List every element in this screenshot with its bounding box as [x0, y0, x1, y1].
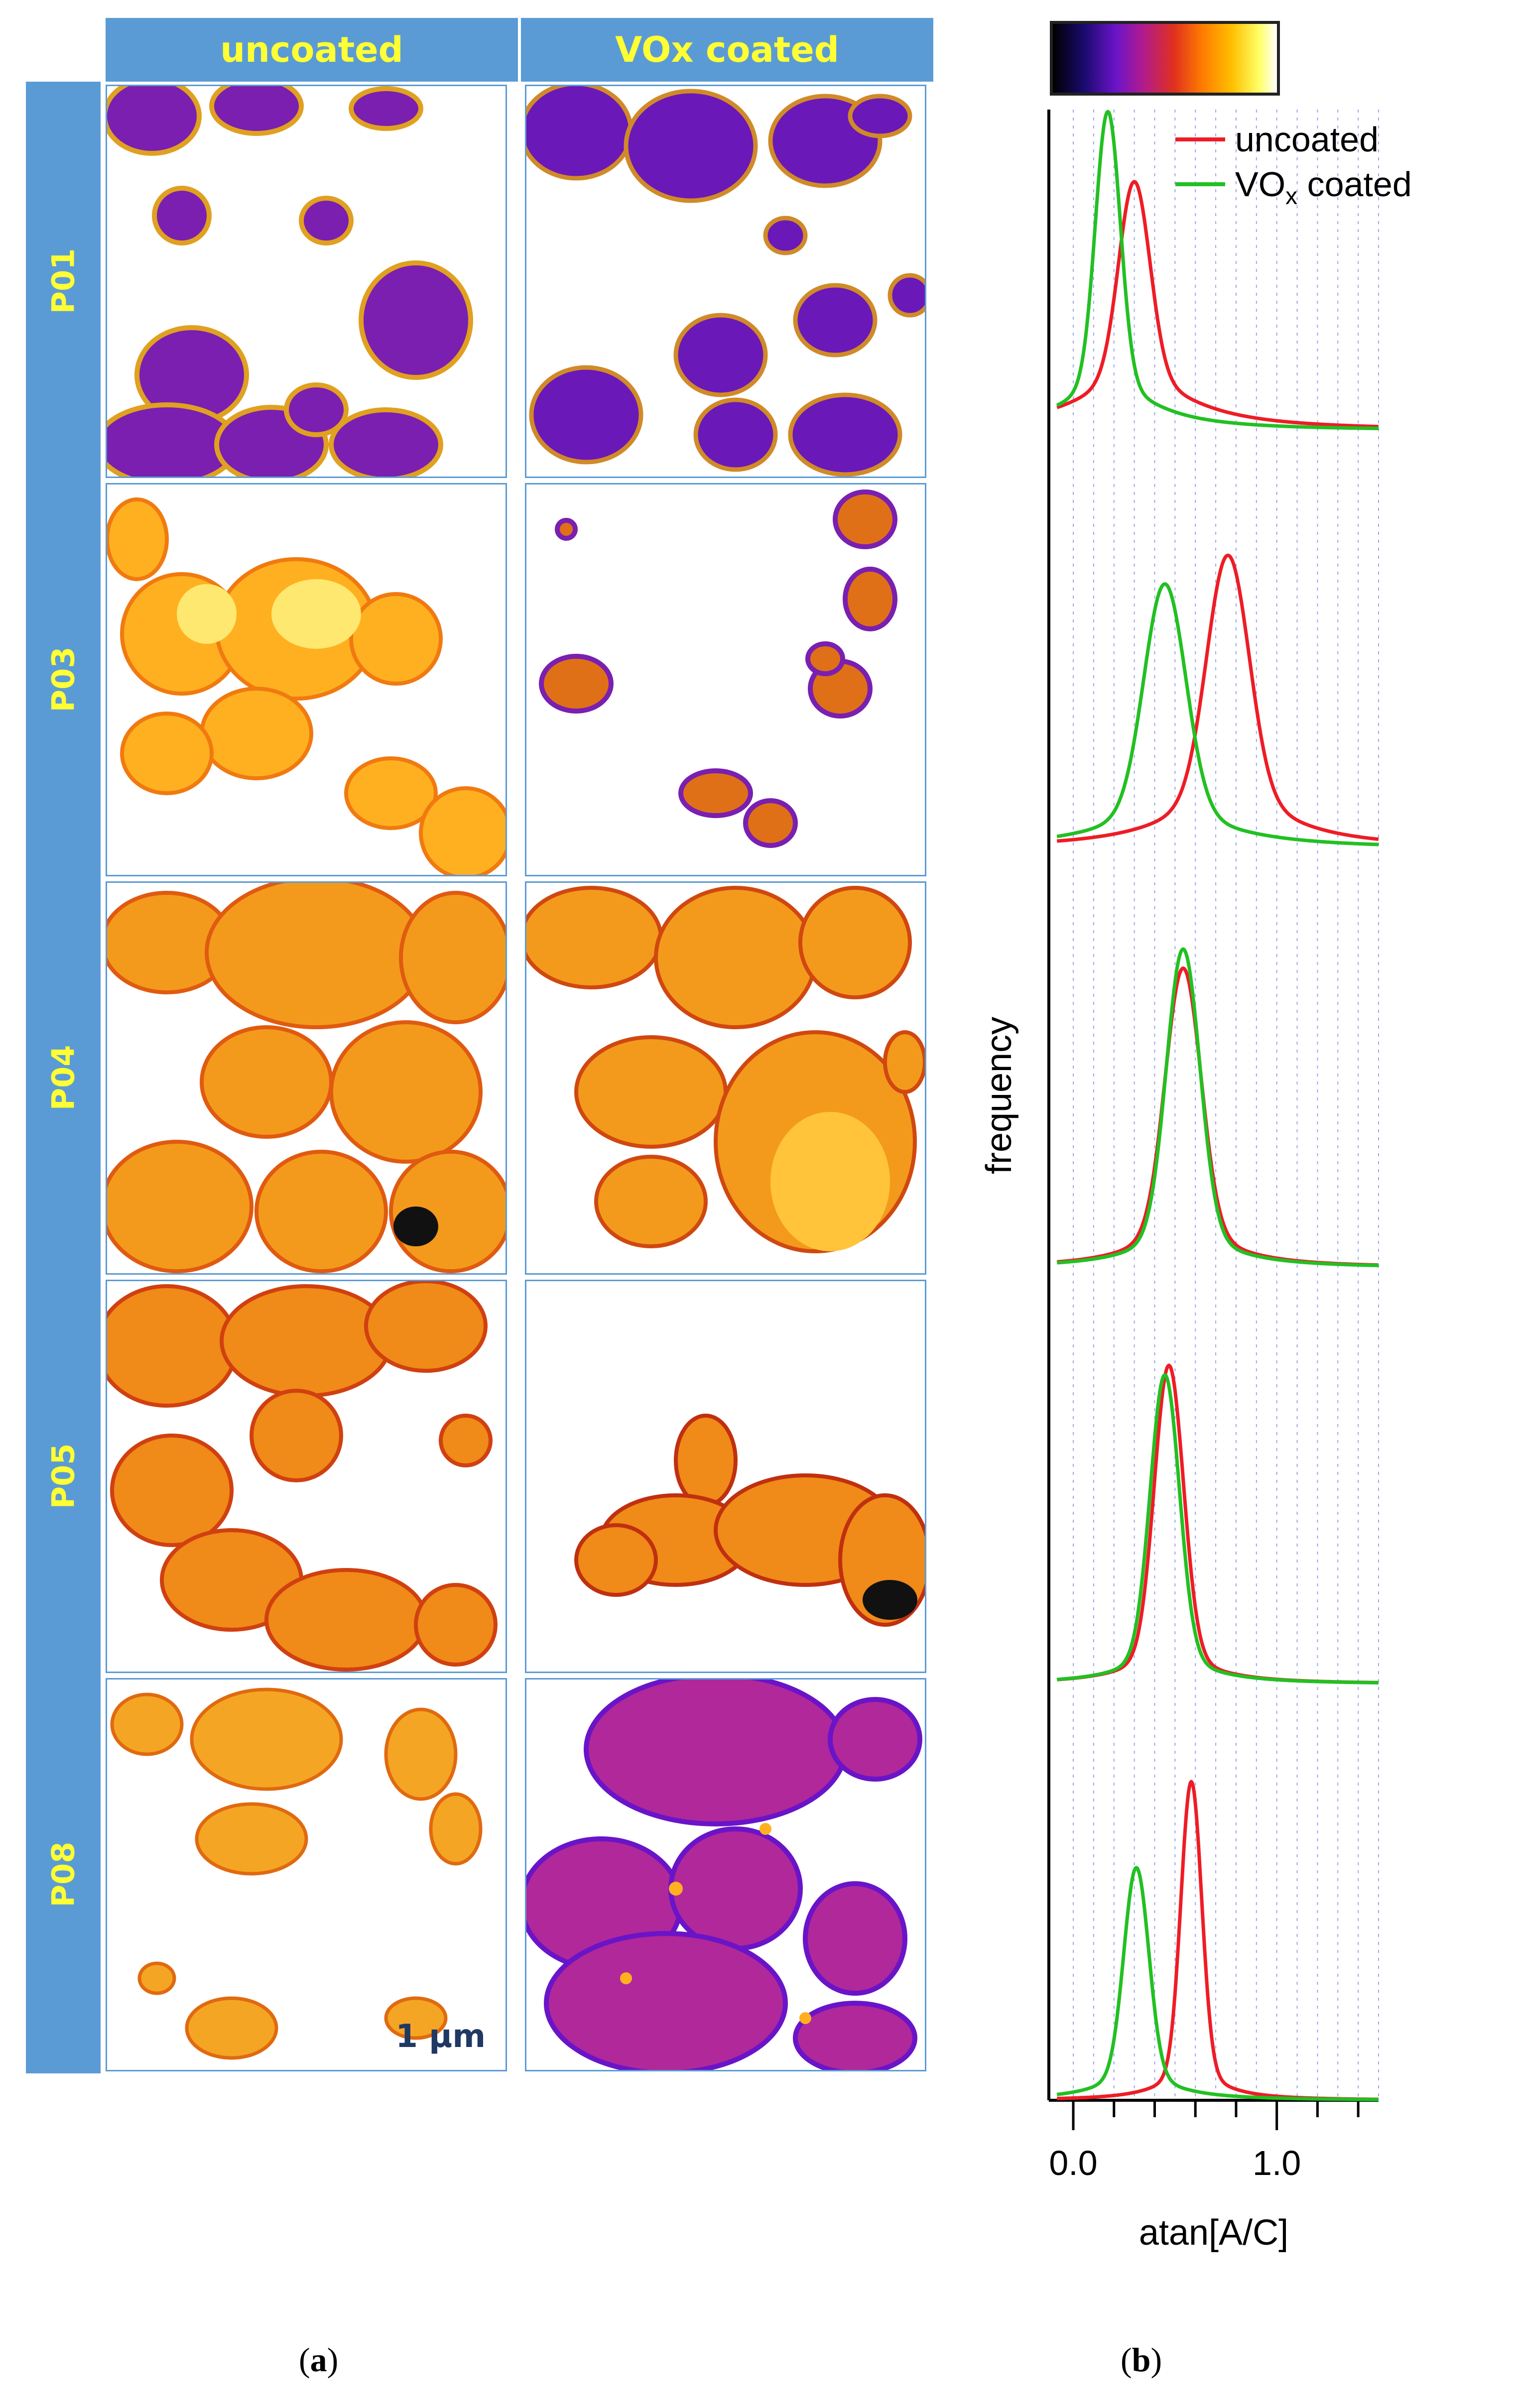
histogram-chart: 0.0 1.0 atan[A/C] frequency uncoated VOx coat…: [979, 110, 1412, 2253]
column-header-uncoated-label: uncoated: [220, 29, 403, 70]
particle-map: [110, 1687, 483, 2060]
scale-bar-label: 1 µm: [395, 2018, 486, 2055]
curve-p08-vox-coated: [1056, 1866, 1380, 2101]
curve-p08-uncoated: [1056, 1780, 1380, 2101]
particle-map: [526, 886, 925, 1253]
image-p08-uncoated: 1 µm: [106, 1678, 507, 2071]
image-p08-vox-coated: [525, 1678, 926, 2071]
image-p05-uncoated: [106, 1280, 507, 1673]
particle-map: [107, 497, 505, 875]
row-label-p03: P03: [26, 480, 101, 878]
x-tick-label: 0.0: [1049, 2144, 1097, 2182]
particle-map: [107, 1281, 498, 1672]
image-p03-uncoated: [106, 483, 507, 876]
dark-spot: [863, 1580, 917, 1620]
caption-a-letter: a: [310, 2341, 327, 2379]
x-axis-label: atan[A/C]: [1139, 2213, 1288, 2253]
particle-map: [107, 86, 473, 477]
curve-p04-uncoated: [1056, 966, 1380, 1267]
particle-map: [539, 489, 897, 848]
legend-label: uncoated: [1235, 120, 1379, 159]
column-header-vox-coated-label: VOx coated: [615, 29, 839, 70]
curve-p03-vox-coated: [1056, 582, 1380, 846]
dark-spot: [393, 1206, 438, 1246]
particle-map: [107, 883, 505, 1273]
caption-a: (a): [299, 2341, 339, 2379]
image-p03-vox-coated: [525, 483, 926, 876]
curve-p05-uncoated: [1056, 1363, 1380, 1685]
row-label-p04-text: P04: [45, 1045, 82, 1110]
row-label-p05-text: P05: [45, 1443, 82, 1509]
legend-label: VOx coated: [1235, 165, 1412, 210]
particle-map: [574, 1414, 925, 1627]
row-label-p01: P01: [26, 82, 101, 480]
caption-b-letter: b: [1132, 2341, 1151, 2379]
image-p01-uncoated: [106, 85, 507, 478]
row-label-p04: P04: [26, 878, 101, 1277]
curve-p01-uncoated: [1056, 180, 1380, 429]
curve-p05-vox-coated: [1056, 1373, 1380, 1685]
image-p01-vox-coated: [525, 85, 926, 478]
particle-map: [526, 1680, 922, 2070]
caption-b: (b): [1121, 2341, 1162, 2379]
particle-map: [526, 86, 925, 477]
row-label-p01-text: P01: [45, 248, 82, 314]
curve-p04-vox-coated: [1056, 947, 1380, 1267]
curve-p01-vox-coated: [1056, 110, 1380, 430]
curve-p03-uncoated: [1056, 553, 1380, 843]
row-label-p03-text: P03: [45, 646, 82, 712]
image-p05-vox-coated: [525, 1280, 926, 1673]
y-axis-label: frequency: [979, 1017, 1019, 1174]
row-label-p08-text: P08: [45, 1841, 82, 1907]
column-header-uncoated: uncoated: [106, 18, 518, 82]
row-label-p05: P05: [26, 1277, 101, 1675]
image-p04-uncoated: [106, 881, 507, 1275]
row-label-p08: P08: [26, 1675, 101, 2073]
column-header-vox-coated: VOx coated: [521, 18, 933, 82]
image-p04-vox-coated: [525, 881, 926, 1275]
colorbar: [1050, 21, 1280, 96]
x-tick-label: 1.0: [1253, 2144, 1301, 2182]
